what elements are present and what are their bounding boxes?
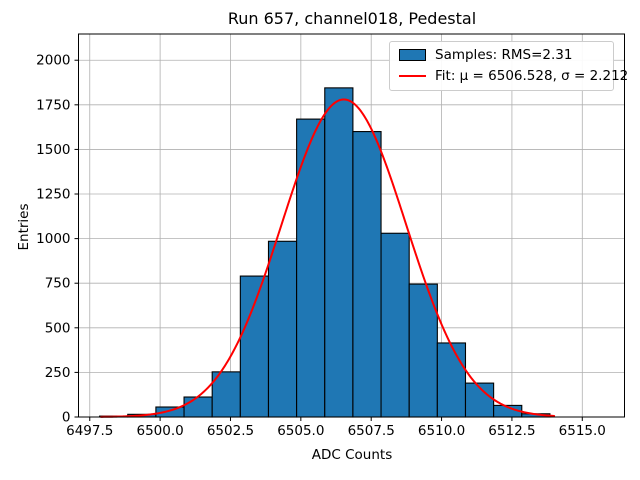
histogram-bar <box>183 396 213 418</box>
x-tick-label: 6500.0 <box>136 423 183 439</box>
x-tick-label: 6502.5 <box>207 423 254 439</box>
legend-entry-samples: Samples: RMS=2.31 <box>399 47 604 63</box>
y-tick-label: 750 <box>45 276 71 292</box>
legend: Samples: RMS=2.31 Fit: μ = 6506.528, σ =… <box>389 41 628 91</box>
y-axis-label: Entries <box>16 203 32 251</box>
x-tick-label: 6507.5 <box>348 423 395 439</box>
histogram-bar <box>211 371 241 418</box>
y-tick-label: 500 <box>45 320 71 336</box>
x-tick-label: 6505.0 <box>277 423 324 439</box>
x-tick-label: 6510.0 <box>418 423 465 439</box>
legend-label-fit: Fit: μ = 6506.528, σ = 2.212 <box>435 68 629 84</box>
histogram-bar <box>267 240 298 418</box>
legend-label-samples: Samples: RMS=2.31 <box>435 47 573 63</box>
x-tick-label: 6515.0 <box>559 423 606 439</box>
histogram-bar <box>408 283 438 418</box>
histogram-bar <box>380 232 410 418</box>
histogram-swatch <box>399 49 426 61</box>
histogram-bar <box>352 131 382 418</box>
x-tick-label: 6512.5 <box>488 423 535 439</box>
fit-line-swatch <box>399 75 426 77</box>
y-tick-label: 1750 <box>36 97 70 113</box>
x-axis-label: ADC Counts <box>311 447 393 463</box>
y-tick-label: 0 <box>62 410 71 426</box>
y-tick-label: 1250 <box>36 187 70 203</box>
chart-title: Run 657, channel018, Pedestal <box>227 9 477 28</box>
y-tick-label: 1000 <box>36 231 70 247</box>
histogram-bar <box>239 275 270 418</box>
histogram-bar <box>296 118 326 418</box>
y-tick-label: 2000 <box>36 53 70 69</box>
legend-entry-fit: Fit: μ = 6506.528, σ = 2.212 <box>399 68 628 84</box>
y-tick-label: 1500 <box>36 142 70 158</box>
histogram-bar <box>436 342 467 418</box>
histogram-bar <box>324 87 354 418</box>
fit-curve <box>100 98 556 418</box>
y-tick-label: 250 <box>45 365 71 381</box>
x-tick-label: 6497.5 <box>66 423 113 439</box>
axes-border <box>78 33 625 418</box>
